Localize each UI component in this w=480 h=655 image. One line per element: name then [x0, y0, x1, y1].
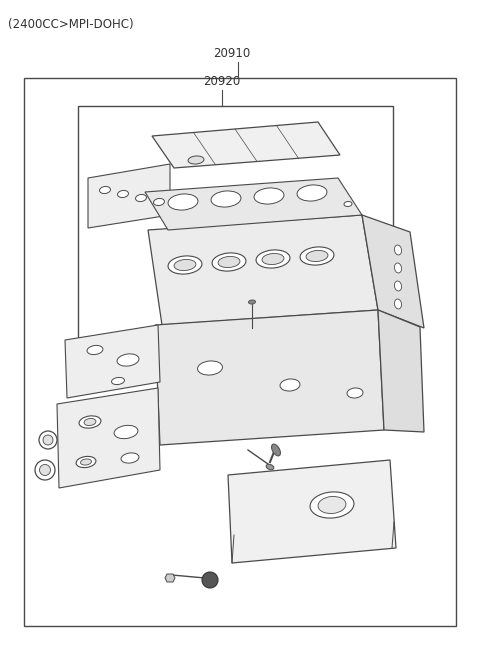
Bar [24, 78, 456, 626]
Ellipse shape [318, 496, 346, 514]
Ellipse shape [76, 457, 96, 468]
Ellipse shape [218, 257, 240, 267]
Polygon shape [155, 310, 384, 445]
Ellipse shape [395, 263, 402, 273]
Ellipse shape [395, 245, 402, 255]
Ellipse shape [79, 416, 101, 428]
Polygon shape [88, 164, 170, 228]
Ellipse shape [254, 188, 284, 204]
Ellipse shape [297, 185, 327, 201]
Polygon shape [57, 388, 160, 488]
Text: 20910: 20910 [214, 47, 251, 60]
Ellipse shape [280, 379, 300, 391]
Bar [78, 106, 393, 364]
Ellipse shape [262, 253, 284, 265]
Ellipse shape [87, 345, 103, 354]
Polygon shape [362, 215, 424, 328]
Circle shape [39, 464, 50, 476]
Ellipse shape [347, 388, 363, 398]
Polygon shape [378, 310, 424, 432]
Ellipse shape [111, 377, 124, 384]
Ellipse shape [198, 361, 222, 375]
Ellipse shape [300, 247, 334, 265]
Polygon shape [152, 122, 340, 168]
Ellipse shape [154, 198, 165, 206]
Circle shape [202, 572, 218, 588]
Circle shape [39, 431, 57, 449]
Text: (2400CC>MPI-DOHC): (2400CC>MPI-DOHC) [8, 18, 133, 31]
Ellipse shape [212, 253, 246, 271]
Ellipse shape [272, 444, 280, 456]
Ellipse shape [256, 250, 290, 268]
Polygon shape [145, 178, 362, 230]
Ellipse shape [310, 492, 354, 518]
Ellipse shape [344, 202, 352, 206]
Ellipse shape [395, 281, 402, 291]
Ellipse shape [266, 464, 274, 470]
Ellipse shape [168, 194, 198, 210]
Text: 20920: 20920 [204, 75, 240, 88]
Ellipse shape [168, 256, 202, 274]
Ellipse shape [174, 259, 196, 271]
Polygon shape [228, 460, 396, 563]
Ellipse shape [84, 419, 96, 426]
Ellipse shape [395, 299, 402, 309]
Ellipse shape [81, 459, 92, 465]
Ellipse shape [117, 354, 139, 366]
Ellipse shape [249, 300, 255, 304]
Ellipse shape [188, 156, 204, 164]
Ellipse shape [99, 187, 110, 193]
Ellipse shape [135, 195, 146, 202]
Ellipse shape [306, 250, 328, 261]
Ellipse shape [211, 191, 241, 207]
Ellipse shape [118, 191, 129, 198]
Polygon shape [148, 215, 378, 325]
Circle shape [35, 460, 55, 480]
Polygon shape [65, 325, 160, 398]
Ellipse shape [121, 453, 139, 463]
Polygon shape [165, 574, 175, 582]
Ellipse shape [114, 425, 138, 439]
Circle shape [43, 435, 53, 445]
